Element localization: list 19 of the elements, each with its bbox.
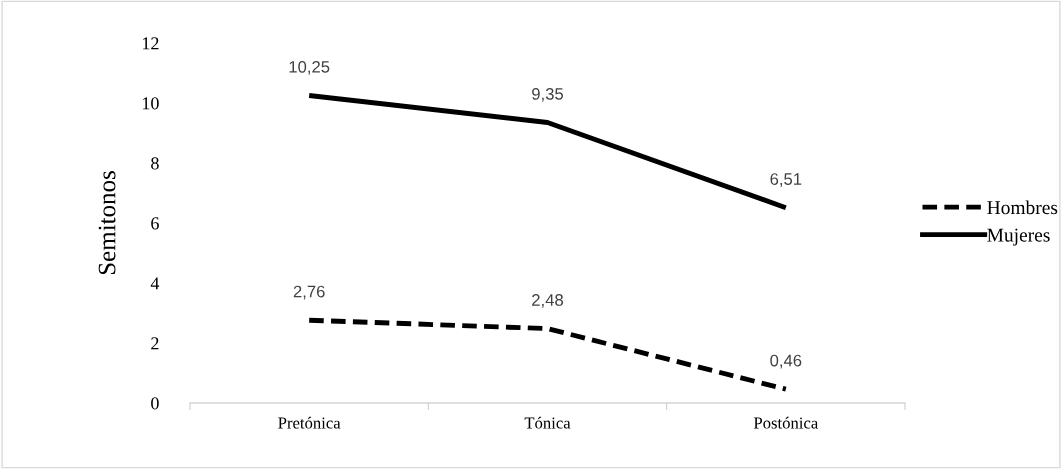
data-label: 9,35 xyxy=(532,87,564,102)
x-tick-label: Postónica xyxy=(753,416,819,429)
data-label: 2,48 xyxy=(532,294,563,308)
legend-label: Mujeres xyxy=(987,228,1050,246)
data-label: 0,46 xyxy=(770,354,802,369)
y-tick-label: 4 xyxy=(150,277,160,290)
y-tick-label: 10 xyxy=(142,97,159,110)
y-tick-label: 6 xyxy=(151,217,159,230)
y-tick-label: 8 xyxy=(151,157,159,170)
data-label: 10,25 xyxy=(289,60,330,75)
data-label: 6,51 xyxy=(770,173,802,187)
y-tick-label: 12 xyxy=(142,37,159,50)
y-tick-label: 2 xyxy=(151,337,159,350)
x-tick-label: Tónica xyxy=(524,416,571,429)
x-tick-label: Pretónica xyxy=(278,416,341,429)
y-axis-title: Semitonos xyxy=(98,171,116,275)
data-label: 2,76 xyxy=(293,285,325,300)
legend-label: Hombres xyxy=(987,200,1058,215)
y-tick-label: 0 xyxy=(151,397,159,410)
